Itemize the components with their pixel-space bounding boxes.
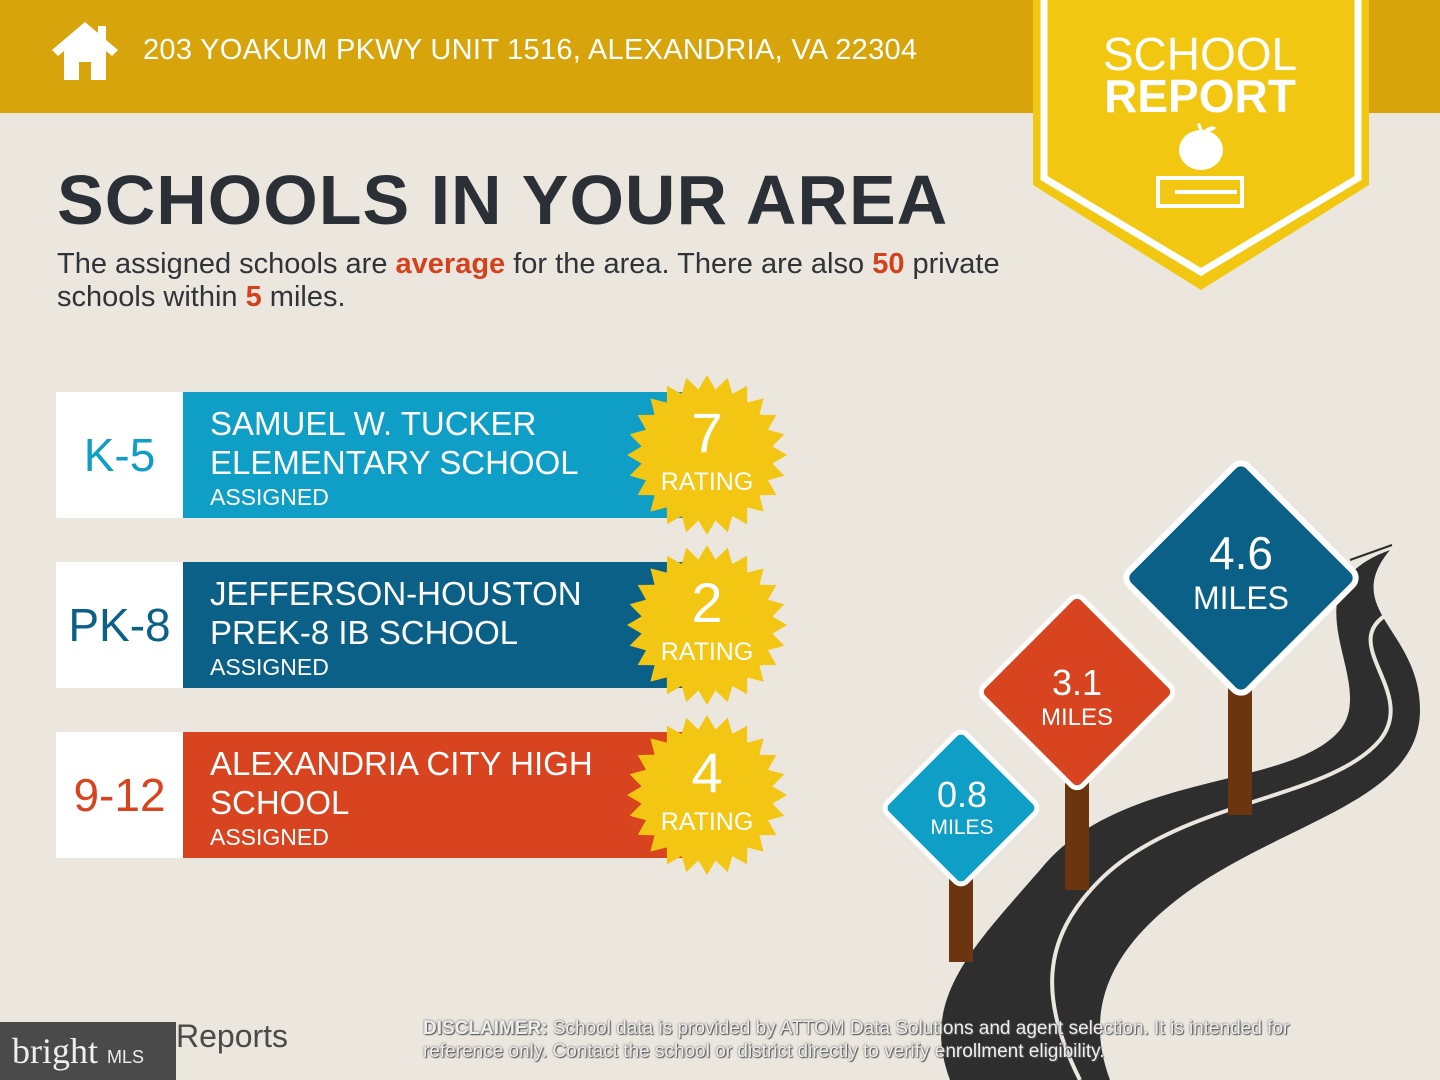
rating-label: RATING [660,468,754,496]
school-name: JEFFERSON-HOUSTON [210,575,582,612]
school-name-line2: ELEMENTARY SCHOOL [210,444,579,481]
school-name-line2: PREK-8 IB SCHOOL [210,614,519,651]
distance-sign-icon [978,593,1176,791]
school-info: SAMUEL W. TUCKER ELEMENTARY SCHOOL ASSIGNE… [183,392,683,518]
school-name: ALEXANDRIA CITY HIGH [210,745,593,782]
reports-logo-text: Reports [176,1018,289,1054]
school-row: 9-12 ALEXANDRIA CITY HIGH SCHOOL ASSIGNED … [56,715,796,875]
apple-book-icon [1156,123,1244,208]
summary-text: The assigned schools are average for the… [57,248,1000,313]
school-report-badge [1033,0,1369,290]
school-row: PK-8 JEFFERSON-HOUSTON PREK-8 IB SCHOOL AS… [56,545,796,705]
school-info: JEFFERSON-HOUSTON PREK-8 IB SCHOOL ASSIGNE… [183,562,683,688]
grade-level: PK-8 [56,562,183,688]
distance-sign-icon [882,729,1040,887]
rating-label: RATING [660,808,754,836]
school-row: K-5 SAMUEL W. TUCKER ELEMENTARY SCHOOL ASS… [56,375,796,535]
rating-starburst-icon [627,545,787,705]
bright-mls-logo: bright MLS [0,1022,176,1080]
disclaimer: DISCLAIMER: School data is provided by A… [423,1018,1290,1062]
home-icon [52,22,118,80]
rating-value: 4 [691,741,723,804]
badge-line2: REPORT [1104,70,1296,122]
assignment-status: ASSIGNED [210,824,329,850]
school-name: SAMUEL W. TUCKER [210,405,537,442]
distance-sign-1: 0.8 MILES [930,774,994,839]
school-name-line2: SCHOOL [210,784,350,821]
distance-sign-icon [1123,460,1359,696]
road-illustration [882,460,1420,1080]
badge-line1: SCHOOL [1102,28,1298,80]
distance-sign-2: 3.1 MILES [1040,662,1114,731]
page-title: SCHOOLS IN YOUR AREA [57,161,949,239]
assignment-status: ASSIGNED [210,484,329,510]
assignment-status: ASSIGNED [210,654,329,680]
school-info: ALEXANDRIA CITY HIGH SCHOOL ASSIGNED [183,732,683,858]
rating-value: 7 [691,401,723,464]
grade-level: K-5 [56,392,183,518]
grade-level: 9-12 [56,732,183,858]
rating-label: RATING [660,638,754,666]
rating-starburst-icon [627,375,787,535]
rating-value: 2 [691,571,723,634]
property-address: 203 YOAKUM PKWY UNIT 1516, ALEXANDRIA, V… [143,34,918,66]
distance-sign-3: 4.6 MILES [1192,527,1290,616]
rating-starburst-icon [627,715,787,875]
